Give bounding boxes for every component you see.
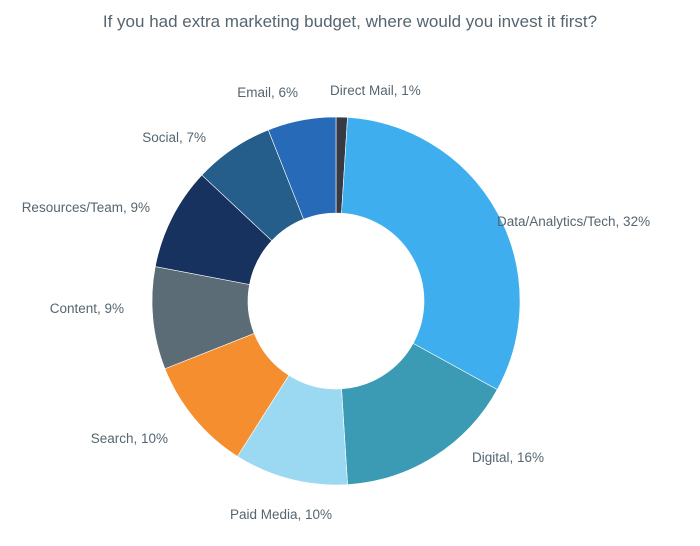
slice-digital [341,342,498,485]
slice-label: Search, 10% [91,431,168,446]
slice-email [267,116,337,220]
slice-label: Social, 7% [142,130,206,145]
slice-label: Paid Media, 10% [230,507,332,522]
slice-label: Digital, 16% [472,450,544,465]
slice-label: Data/Analytics/Tech, 32% [497,214,650,229]
slice-label: Direct Mail, 1% [330,83,421,98]
slice-label: Resources/Team, 9% [22,200,150,215]
slice-label: Content, 9% [50,301,124,316]
slice-label: Email, 6% [237,85,298,100]
slice-data-analytics-tech [341,117,521,391]
chart-title: If you had extra marketing budget, where… [102,12,598,31]
